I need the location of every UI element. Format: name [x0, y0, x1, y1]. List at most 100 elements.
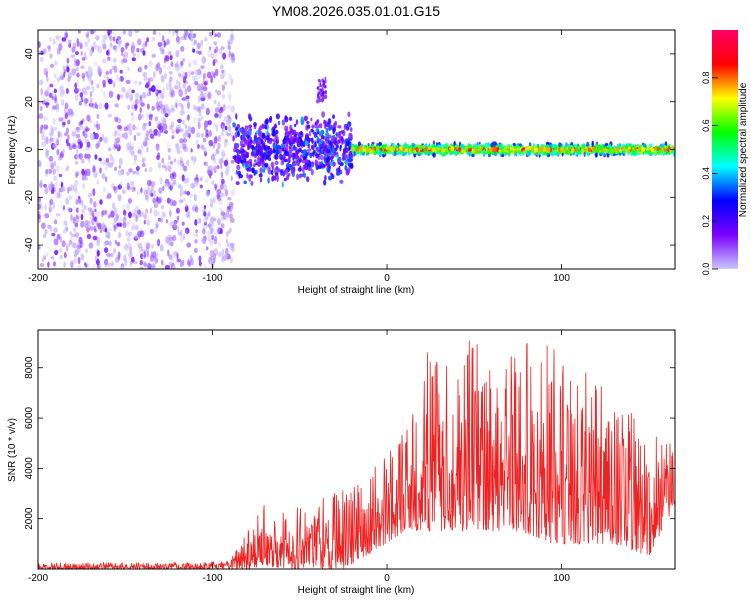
heatmap-cell [123, 126, 128, 132]
heatmap-cell [214, 183, 218, 189]
heatmap-cell [99, 137, 103, 142]
heatmap-cell [114, 45, 118, 53]
heatmap-cell [190, 258, 194, 266]
heatmap-cell [643, 143, 647, 148]
heatmap-cell [73, 249, 79, 256]
heatmap-cell [157, 131, 161, 137]
heatmap-cell [237, 154, 242, 161]
heatmap-cell [343, 124, 346, 130]
heatmap-cell [203, 120, 209, 128]
heatmap-cell [140, 102, 145, 107]
heatmap-cell [144, 64, 148, 70]
heatmap-cell [75, 51, 79, 56]
heatmap-cell [155, 240, 160, 248]
heatmap-cell [232, 135, 235, 142]
heatmap-cell [197, 218, 202, 225]
heatmap-cell [317, 165, 322, 170]
heatmap-cell [281, 119, 286, 126]
heatmap-cell [221, 255, 224, 263]
heatmap-cell [133, 154, 138, 161]
heatmap-cell [137, 242, 142, 249]
heatmap-cell [221, 150, 226, 158]
heatmap-cell [104, 176, 108, 183]
heatmap-cell [107, 78, 113, 85]
heatmap-cell [235, 181, 240, 186]
heatmap-cell [324, 175, 327, 181]
heatmap-cell [576, 144, 579, 150]
heatmap-cell [125, 230, 129, 237]
heatmap-cell [227, 205, 232, 210]
heatmap-cell [216, 32, 222, 38]
heatmap-cell [101, 58, 107, 64]
heatmap-cell [145, 242, 151, 249]
heatmap-cell [88, 216, 92, 222]
heatmap-cell [95, 143, 100, 149]
heatmap-cell [57, 155, 60, 161]
heatmap-cell [202, 72, 207, 79]
heatmap-cell [571, 148, 575, 153]
heatmap-cell [126, 242, 132, 250]
heatmap-cell [48, 155, 54, 162]
heatmap-cell [134, 233, 139, 240]
heatmap-cell [537, 143, 540, 148]
heatmap-cell [56, 76, 61, 82]
heatmap-cell [183, 165, 188, 172]
heatmap-cell [179, 157, 184, 164]
heatmap-cell [141, 92, 147, 99]
heatmap-cell [167, 50, 172, 56]
heatmap-cell [105, 157, 109, 163]
heatmap-cell [166, 142, 171, 148]
heatmap-cell [305, 155, 308, 159]
heatmap-cell [191, 42, 196, 47]
heatmap-cell [213, 217, 217, 222]
heatmap-cell [271, 169, 274, 176]
heatmap-cell [178, 89, 184, 97]
heatmap-cell [219, 157, 224, 164]
heatmap-cell [214, 99, 217, 104]
heatmap-cell [170, 61, 174, 67]
heatmap-cell [72, 144, 77, 150]
heatmap-cell [273, 148, 276, 154]
heatmap-cell [112, 45, 117, 50]
heatmap-cell [220, 131, 225, 137]
heatmap-cell [100, 222, 106, 230]
heatmap-cell [112, 81, 116, 88]
heatmap-cell [338, 165, 341, 173]
heatmap-cell [87, 220, 91, 228]
heatmap-cell [73, 131, 77, 137]
heatmap-cell [75, 214, 80, 219]
heatmap-cell [344, 144, 347, 150]
heatmap-cell [371, 149, 375, 154]
heatmap-cell [588, 143, 591, 147]
heatmap-cell [135, 165, 140, 171]
heatmap-cell [201, 56, 207, 64]
heatmap-cell [41, 222, 46, 230]
heatmap-cell [56, 165, 60, 172]
heatmap-cell [241, 134, 245, 142]
heatmap-cell [132, 124, 136, 131]
heatmap-cell [221, 94, 225, 99]
heatmap-cell [142, 140, 148, 147]
heatmap-cell [105, 234, 111, 239]
heatmap-cell [132, 46, 136, 52]
heatmap-cell [161, 157, 165, 164]
heatmap-cell [185, 95, 190, 100]
colorbar-label: Normalized spectral amplitude [738, 82, 749, 217]
y-tick-label: 2000 [24, 507, 35, 530]
heatmap-cell [58, 117, 63, 122]
heatmap-cell [49, 36, 52, 43]
heatmap-cell [132, 52, 136, 57]
heatmap-cell [83, 133, 88, 139]
heatmap-cell [526, 146, 530, 151]
heatmap-cell [53, 73, 57, 79]
heatmap-cell [70, 214, 73, 221]
heatmap-cell [179, 109, 184, 116]
heatmap-cell [156, 100, 159, 108]
heatmap-cell [478, 141, 481, 145]
heatmap-cell [327, 145, 331, 149]
heatmap-cell [211, 234, 215, 241]
heatmap-cell [211, 227, 215, 233]
heatmap-cell [261, 162, 264, 169]
heatmap-cell [182, 133, 187, 140]
heatmap-cell [74, 257, 77, 265]
